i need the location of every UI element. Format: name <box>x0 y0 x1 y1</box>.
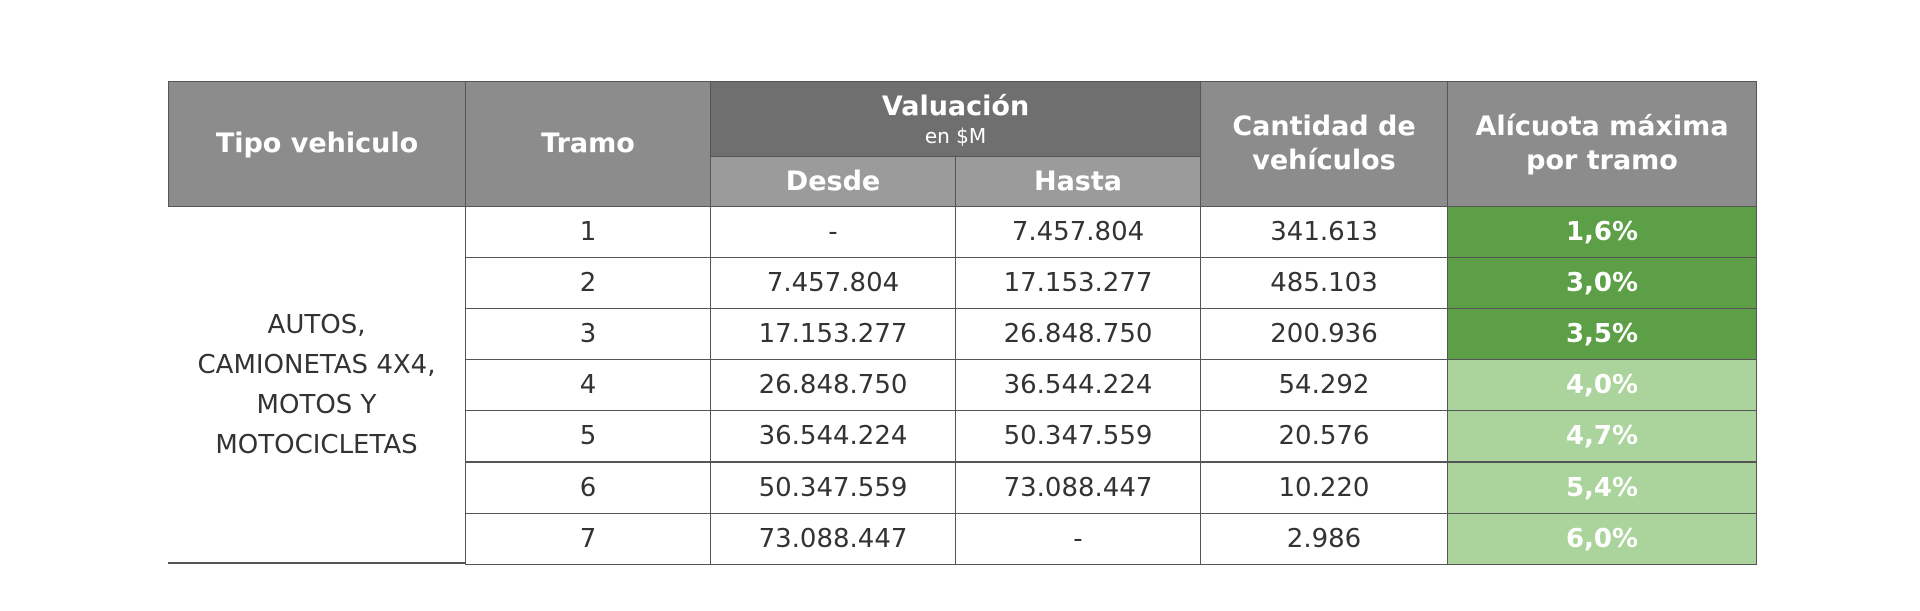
vehicle-type-cell: AUTOS, CAMIONETAS 4X4, MOTOS Y MOTOCICLE… <box>168 206 466 564</box>
hasta-text: 26.848.750 <box>1003 319 1153 350</box>
header-cell: Valuación en $M <box>710 81 1201 157</box>
tramo-cell: 7 <box>465 512 711 565</box>
alicuota-cell: 3,0% <box>1447 257 1757 310</box>
tramo-text: 7 <box>579 523 597 554</box>
header-text: Hasta <box>1033 165 1122 197</box>
desde-text: 73.088.447 <box>758 523 908 554</box>
hasta-text: 50.347.559 <box>1003 421 1153 452</box>
desde-cell: 50.347.559 <box>710 461 956 514</box>
alicuota-text: 1,6% <box>1565 217 1639 248</box>
tramo-cell: 5 <box>465 410 711 463</box>
desde-text: 26.848.750 <box>758 370 908 401</box>
alicuota-cell: 1,6% <box>1447 206 1757 259</box>
desde-cell: 73.088.447 <box>710 512 956 565</box>
tramo-text: 4 <box>579 370 597 401</box>
header-cell: Tramo <box>465 81 711 207</box>
cantidad-cell: 341.613 <box>1200 206 1448 259</box>
tramo-text: 5 <box>579 421 597 452</box>
cantidad-cell: 10.220 <box>1200 461 1448 514</box>
alicuota-cell: 6,0% <box>1447 512 1757 565</box>
header-text: Tipo vehiculo <box>215 128 419 159</box>
cantidad-text: 2.986 <box>1286 523 1362 554</box>
alicuota-text: 5,4% <box>1565 472 1639 503</box>
tramo-cell: 6 <box>465 461 711 514</box>
cantidad-cell: 2.986 <box>1200 512 1448 565</box>
header-cell: Alícuota máxima por tramo <box>1447 81 1757 207</box>
header-cell: Tipo vehiculo <box>168 81 466 207</box>
cantidad-cell: 20.576 <box>1200 410 1448 463</box>
alicuota-text: 4,0% <box>1565 370 1639 401</box>
desde-cell: 7.457.804 <box>710 257 956 310</box>
cantidad-cell: 485.103 <box>1200 257 1448 310</box>
desde-cell: 36.544.224 <box>710 410 956 463</box>
tramo-text: 3 <box>579 319 597 350</box>
desde-text: 50.347.559 <box>758 472 908 503</box>
header-text: Valuación <box>881 91 1030 122</box>
tramo-cell: 3 <box>465 308 711 361</box>
alicuota-text: 6,0% <box>1565 523 1639 554</box>
cantidad-cell: 200.936 <box>1200 308 1448 361</box>
hasta-cell: 36.544.224 <box>955 359 1201 412</box>
tramo-text: 1 <box>579 217 597 248</box>
cantidad-text: 54.292 <box>1278 370 1370 401</box>
cantidad-cell: 54.292 <box>1200 359 1448 412</box>
header-text: Cantidad de vehículos <box>1232 111 1416 176</box>
alicuota-text: 3,5% <box>1565 319 1639 350</box>
hasta-cell: 73.088.447 <box>955 461 1201 514</box>
alicuota-cell: 5,4% <box>1447 461 1757 514</box>
header-cell: Desde <box>710 156 956 207</box>
hasta-cell: 17.153.277 <box>955 257 1201 310</box>
header-text: Desde <box>785 165 881 197</box>
cantidad-text: 10.220 <box>1278 472 1370 503</box>
alicuota-cell: 3,5% <box>1447 308 1757 361</box>
hasta-cell: - <box>955 512 1201 565</box>
hasta-cell: 26.848.750 <box>955 308 1201 361</box>
desde-text: - <box>828 217 838 248</box>
desde-cell: 26.848.750 <box>710 359 956 412</box>
tramo-text: 2 <box>579 268 597 299</box>
tramo-text: 6 <box>579 472 597 503</box>
alicuota-cell: 4,7% <box>1447 410 1757 463</box>
cantidad-text: 200.936 <box>1270 319 1378 350</box>
header-cell: Cantidad de vehículos <box>1200 81 1448 207</box>
tramo-cell: 4 <box>465 359 711 412</box>
desde-text: 36.544.224 <box>758 421 908 452</box>
desde-cell: 17.153.277 <box>710 308 956 361</box>
cantidad-text: 20.576 <box>1278 421 1370 452</box>
header-cell: Hasta <box>955 156 1201 207</box>
cantidad-text: 485.103 <box>1270 268 1378 299</box>
tramo-cell: 1 <box>465 206 711 259</box>
hasta-cell: 7.457.804 <box>955 206 1201 259</box>
hasta-text: 7.457.804 <box>1011 217 1145 248</box>
desde-cell: - <box>710 206 956 259</box>
hasta-text: 36.544.224 <box>1003 370 1153 401</box>
tramo-cell: 2 <box>465 257 711 310</box>
header-subtext: en $M <box>924 124 987 148</box>
alicuota-text: 4,7% <box>1565 421 1639 452</box>
desde-text: 7.457.804 <box>766 268 900 299</box>
hasta-text: - <box>1073 523 1083 554</box>
hasta-text: 73.088.447 <box>1003 472 1153 503</box>
vehicle-type: AUTOS, CAMIONETAS 4X4, MOTOS Y MOTOCICLE… <box>197 309 436 460</box>
cantidad-text: 341.613 <box>1270 217 1378 248</box>
desde-text: 17.153.277 <box>758 319 908 350</box>
alicuota-text: 3,0% <box>1565 268 1639 299</box>
header-text: Alícuota máxima por tramo <box>1475 111 1729 176</box>
alicuota-cell: 4,0% <box>1447 359 1757 412</box>
hasta-cell: 50.347.559 <box>955 410 1201 463</box>
header-text: Tramo <box>541 128 635 159</box>
hasta-text: 17.153.277 <box>1003 268 1153 299</box>
